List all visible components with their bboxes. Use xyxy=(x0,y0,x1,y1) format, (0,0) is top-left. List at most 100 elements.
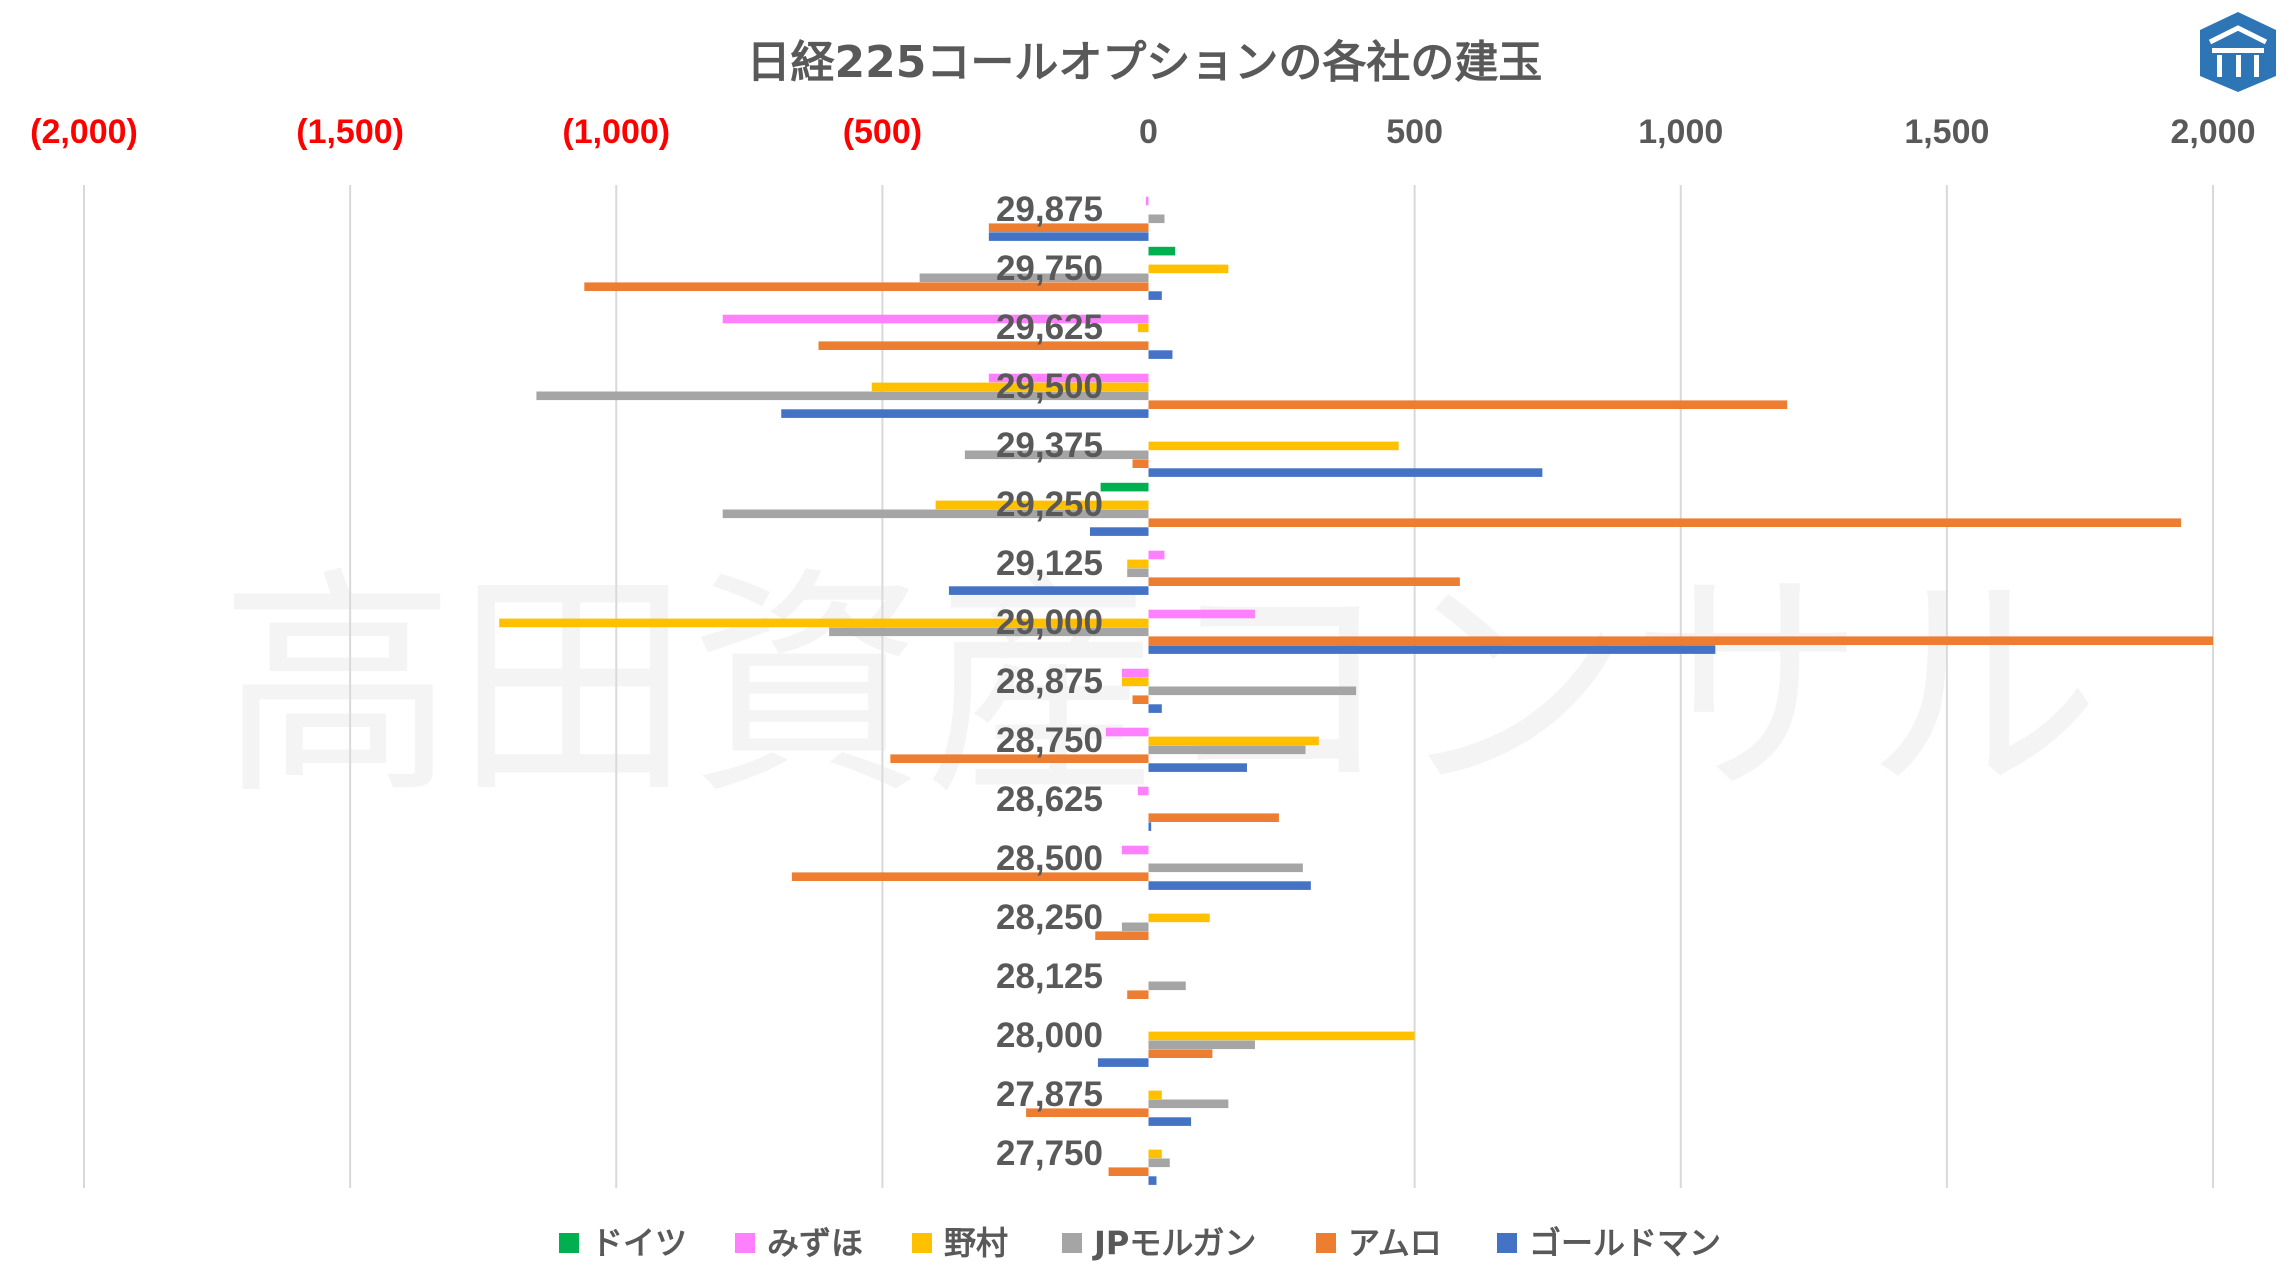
legend-label: みずほ xyxy=(767,1224,863,1262)
bar xyxy=(1127,990,1149,999)
bar xyxy=(1145,196,1149,206)
bar xyxy=(1148,736,1319,746)
bar xyxy=(1121,922,1149,932)
bar xyxy=(1148,518,2182,527)
shrine-roof-logo-icon xyxy=(2200,12,2276,92)
category-labels: 29,875 29,750 29,625 29,500 29,375 29,250 29,1… xyxy=(996,190,1103,1173)
category-label: 29,125 xyxy=(996,544,1103,583)
category-label: 29,500 xyxy=(996,367,1103,406)
bar xyxy=(988,373,1149,383)
bar xyxy=(1148,291,1162,300)
bar xyxy=(1148,645,1716,654)
x-tick-label: (1,500) xyxy=(296,113,404,151)
bar xyxy=(1148,400,1788,409)
bar xyxy=(1148,881,1311,890)
bar xyxy=(1148,913,1210,923)
bar xyxy=(1127,568,1149,578)
bar xyxy=(1148,1090,1162,1100)
x-tick-label: 1,000 xyxy=(1638,113,1723,151)
bar xyxy=(1148,264,1229,274)
bar xyxy=(1148,1158,1170,1168)
bar-series xyxy=(499,196,2213,1185)
bar xyxy=(1148,1031,1415,1041)
bar xyxy=(948,586,1149,595)
category-label: 28,875 xyxy=(996,662,1103,701)
bar xyxy=(584,282,1149,291)
legend-label: 野村 xyxy=(944,1224,1008,1262)
bar xyxy=(1148,704,1162,713)
bar xyxy=(1148,863,1303,873)
legend-label: JPモルガン xyxy=(1092,1224,1256,1262)
category-label: 29,750 xyxy=(996,249,1103,288)
bar xyxy=(1148,214,1165,224)
bar xyxy=(1121,845,1149,855)
bar xyxy=(1097,1058,1149,1067)
bar xyxy=(1148,1117,1192,1126)
category-label: 27,750 xyxy=(996,1134,1103,1173)
bar xyxy=(1148,550,1165,560)
bar xyxy=(871,382,1149,392)
bar xyxy=(536,391,1149,401)
x-tick-label: 0 xyxy=(1139,113,1158,151)
bar xyxy=(1148,1149,1162,1159)
bar xyxy=(781,409,1149,418)
bar xyxy=(964,450,1149,460)
x-tick-label: 2,000 xyxy=(2170,113,2255,151)
category-label: 29,000 xyxy=(996,603,1103,642)
legend-swatch xyxy=(1497,1233,1517,1253)
legend-swatch xyxy=(559,1233,579,1253)
bar xyxy=(1148,609,1255,619)
x-tick-label: (1,000) xyxy=(562,113,670,151)
legend-label: ゴールドマン xyxy=(1529,1224,1721,1262)
legend-label: ドイツ xyxy=(591,1224,687,1262)
bar xyxy=(1137,786,1149,796)
bar xyxy=(1148,1049,1213,1058)
bar xyxy=(818,341,1149,350)
bar xyxy=(1148,577,1460,586)
bar xyxy=(1148,686,1357,696)
bar xyxy=(1108,1167,1149,1176)
bar xyxy=(1148,745,1306,755)
bar xyxy=(1148,468,1543,477)
bar xyxy=(1127,559,1149,569)
x-tick-label: (500) xyxy=(843,113,922,151)
bar xyxy=(722,314,1149,324)
bar xyxy=(1148,822,1152,831)
bar xyxy=(1137,323,1149,333)
gridlines xyxy=(83,185,2214,1188)
category-label: 29,625 xyxy=(996,308,1103,347)
category-label: 27,875 xyxy=(996,1075,1103,1114)
bar xyxy=(1089,527,1149,536)
bar xyxy=(988,232,1149,241)
category-label: 28,125 xyxy=(996,957,1103,996)
category-label: 29,375 xyxy=(996,426,1103,465)
legend-swatch xyxy=(912,1233,932,1253)
bar xyxy=(919,273,1149,283)
category-label: 29,250 xyxy=(996,485,1103,524)
bar xyxy=(1105,727,1149,737)
bar xyxy=(1121,677,1149,687)
bar xyxy=(1132,459,1149,468)
category-label: 29,875 xyxy=(996,190,1103,229)
legend-swatch xyxy=(1316,1233,1336,1253)
bar xyxy=(1148,1099,1229,1109)
bar xyxy=(722,509,1149,519)
bar xyxy=(1100,482,1149,492)
bar xyxy=(791,872,1149,881)
bar xyxy=(1148,981,1186,991)
bar xyxy=(499,618,1149,628)
category-label: 28,625 xyxy=(996,780,1103,819)
bar xyxy=(890,754,1149,763)
legend: ドイツ みずほ 野村 JPモルガン アムロ ゴールドマン xyxy=(559,1224,1721,1262)
bar xyxy=(1148,350,1173,359)
bar xyxy=(1148,636,2213,645)
bar xyxy=(1132,695,1149,704)
bar xyxy=(1148,1040,1255,1050)
x-axis-ticks: (2,000) (1,500) (1,000) (500) 0 500 1,000 1,500… xyxy=(30,113,2255,151)
x-tick-label: 1,500 xyxy=(1904,113,1989,151)
bar xyxy=(1095,931,1149,940)
bar xyxy=(1148,763,1247,772)
x-tick-label: (2,000) xyxy=(30,113,138,151)
category-label: 28,750 xyxy=(996,721,1103,760)
